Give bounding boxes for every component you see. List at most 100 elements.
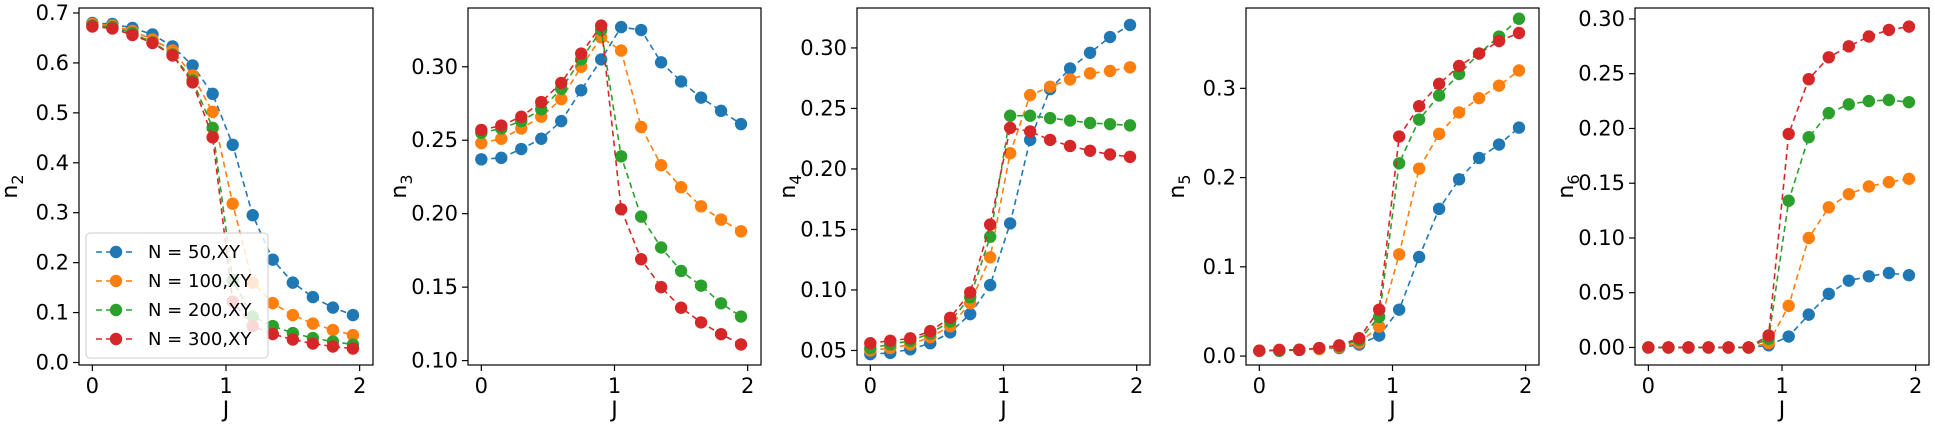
- data-point: [1822, 287, 1835, 301]
- data-point: [1083, 144, 1097, 157]
- data-point: [1822, 106, 1835, 120]
- data-point: [495, 132, 508, 145]
- legend-marker: [109, 274, 123, 288]
- data-point: [1103, 64, 1117, 78]
- data-point: [1023, 133, 1037, 147]
- data-point: [346, 342, 360, 355]
- data-point: [1512, 12, 1526, 25]
- data-point: [166, 49, 179, 62]
- plot-frame: [1245, 7, 1540, 366]
- data-point: [964, 286, 977, 299]
- legend-marker: [109, 332, 123, 346]
- data-point: [206, 105, 219, 119]
- data-point: [1722, 341, 1735, 354]
- y-tick-label: 0.00: [1578, 335, 1625, 359]
- data-point: [1003, 109, 1017, 122]
- data-point: [1882, 266, 1896, 280]
- x-axis-label: J: [1777, 398, 1786, 423]
- data-point: [86, 20, 99, 33]
- data-point: [1392, 130, 1406, 143]
- data-point: [1412, 250, 1426, 264]
- data-point: [734, 310, 748, 323]
- chart-panel-3: 0 1 2 0.05 0.10 0.15 0.20 0.25 0.30 Jn4: [776, 7, 1151, 423]
- data-point: [614, 203, 628, 216]
- data-point: [346, 308, 360, 322]
- y-tick-label: 0.30: [800, 36, 847, 60]
- data-point: [1862, 270, 1876, 283]
- data-point: [1842, 274, 1856, 287]
- data-point: [1762, 329, 1775, 342]
- data-point: [1862, 30, 1876, 43]
- data-point: [654, 241, 668, 254]
- y-tick-label: 0.30: [411, 55, 458, 79]
- data-point: [1682, 341, 1695, 354]
- data-point: [983, 230, 997, 243]
- y-axis-label: n4: [776, 174, 805, 198]
- data-point: [1782, 330, 1795, 343]
- plot-frame: [856, 7, 1151, 366]
- data-point: [634, 120, 648, 134]
- data-point: [246, 209, 259, 222]
- x-tick-label: 1: [1386, 374, 1399, 398]
- series-3: [1642, 93, 1916, 354]
- data-point: [1273, 343, 1286, 357]
- data-point: [1802, 72, 1815, 86]
- data-point: [674, 75, 688, 88]
- data-point: [594, 19, 608, 32]
- legend-box: [85, 232, 269, 359]
- data-point: [106, 22, 119, 35]
- data-point: [1662, 341, 1675, 354]
- x-tick-label: 2: [1519, 374, 1532, 398]
- data-point: [674, 181, 688, 194]
- data-point: [1293, 343, 1306, 357]
- data-point: [1452, 106, 1466, 119]
- data-point: [326, 340, 340, 353]
- y-tick-label: 0.20: [800, 157, 847, 181]
- data-point: [1802, 308, 1815, 321]
- series-2: [1253, 64, 1526, 357]
- y-tick-label: 0.0: [1203, 344, 1236, 368]
- chart-panel-2: 0 1 2 0.10 0.15 0.20 0.25 0.30 Jn3: [387, 7, 762, 423]
- chart-panel-4: 0 1 2 0.0 0.1 0.2 0.3 Jn5: [1165, 7, 1540, 423]
- data-point: [126, 28, 139, 42]
- y-tick-label: 0.05: [1578, 281, 1625, 305]
- data-point: [1842, 40, 1856, 53]
- x-tick-label: 0: [475, 374, 488, 398]
- data-point: [1083, 116, 1097, 130]
- legend-label: N = 100,XY: [148, 271, 252, 292]
- data-point: [864, 337, 877, 350]
- series-3: [864, 109, 1137, 355]
- data-point: [1063, 114, 1077, 127]
- series-4: [475, 19, 748, 351]
- data-point: [535, 95, 548, 109]
- x-axis-label: J: [609, 398, 618, 423]
- y-tick-label: 0.3: [1203, 76, 1236, 100]
- x-tick-label: 0: [1253, 374, 1266, 398]
- data-point: [266, 296, 279, 310]
- y-tick-label: 0.25: [800, 96, 847, 120]
- data-point: [575, 84, 588, 97]
- data-point: [1432, 127, 1446, 141]
- data-point: [1702, 341, 1715, 354]
- data-point: [904, 332, 917, 345]
- data-point: [1492, 138, 1506, 151]
- data-point: [1123, 61, 1137, 74]
- x-tick-label: 2: [1909, 374, 1922, 398]
- data-point: [1083, 46, 1097, 59]
- data-point: [1862, 180, 1876, 193]
- data-point: [1902, 269, 1916, 282]
- series-line: [1648, 272, 1910, 349]
- y-tick-label: 0.3: [36, 201, 69, 225]
- y-tick-label: 0.30: [1578, 7, 1625, 31]
- x-tick-label: 2: [1130, 374, 1143, 398]
- x-axis-label: J: [1387, 398, 1396, 423]
- legend-item: N = 200,XY: [96, 300, 252, 321]
- x-tick-label: 1: [1775, 374, 1788, 398]
- y-tick-label: 0.1: [1203, 255, 1236, 279]
- y-axis-label: n5: [1165, 174, 1194, 198]
- data-point: [1472, 47, 1486, 60]
- legend-label: N = 300,XY: [148, 329, 252, 350]
- data-point: [694, 200, 708, 213]
- data-point: [1123, 18, 1137, 32]
- data-point: [1882, 175, 1896, 189]
